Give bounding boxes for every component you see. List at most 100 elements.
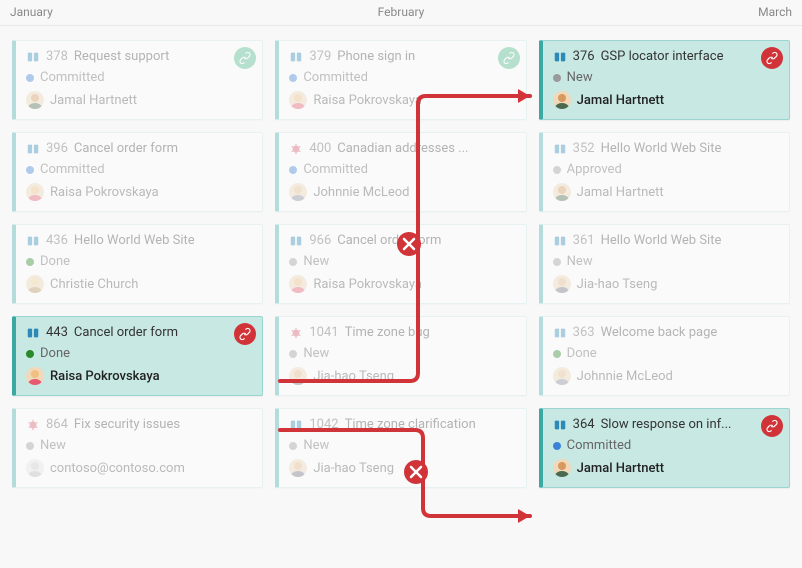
status-row: New [26, 438, 252, 453]
work-item-title: Hello World Web Site [601, 141, 722, 156]
status-dot-icon [553, 166, 561, 174]
month-february: February [267, 0, 534, 25]
work-item-id: 396 [46, 141, 68, 156]
status-row: New [289, 346, 515, 361]
work-item-id: 1041 [309, 325, 338, 340]
status-label: Committed [303, 70, 368, 85]
status-label: Done [40, 254, 70, 269]
assignee-name: Raisa Pokrovskaya [313, 277, 422, 292]
assignee-row: Jia-hao Tseng [289, 367, 515, 385]
assignee-name: Christie Church [50, 277, 138, 292]
work-item-type-icon [553, 234, 567, 248]
link-badge-icon[interactable] [761, 415, 783, 437]
work-item-card[interactable]: 378 Request support Committed Jamal Hart… [12, 40, 263, 120]
work-item-card[interactable]: 396 Cancel order form Committed Raisa Po… [12, 132, 263, 212]
status-row: Done [553, 346, 779, 361]
assignee-name: Jamal Hartnett [577, 93, 664, 108]
assignee-name: Jamal Hartnett [50, 93, 137, 108]
avatar [553, 367, 571, 385]
link-badge-icon[interactable] [234, 323, 256, 345]
assignee-name: Johnnie McLeod [313, 185, 409, 200]
status-label: Committed [303, 162, 368, 177]
work-item-card[interactable]: 400 Canadian addresses ... Committed Joh… [275, 132, 526, 212]
assignee-row: Johnnie McLeod [553, 367, 779, 385]
assignee-name: Jamal Hartnett [577, 185, 664, 200]
work-item-card[interactable]: 376 GSP locator interface New Jamal Hart… [539, 40, 790, 120]
assignee-row: Jamal Hartnett [553, 183, 779, 201]
work-item-title: Fix security issues [74, 417, 180, 432]
avatar [289, 91, 307, 109]
card-header: 396 Cancel order form [26, 141, 252, 156]
work-item-title: Time zone bug [345, 325, 430, 340]
card-header: 400 Canadian addresses ... [289, 141, 515, 156]
work-item-type-icon [26, 234, 40, 248]
assignee-name: contoso@contoso.com [50, 461, 185, 476]
link-badge-icon[interactable] [761, 47, 783, 69]
card-header: 1041 Time zone bug [289, 325, 515, 340]
work-item-type-icon [26, 50, 40, 64]
card-header: 966 Cancel order form [289, 233, 515, 248]
avatar [26, 275, 44, 293]
status-dot-icon [553, 258, 561, 266]
work-item-title: Hello World Web Site [74, 233, 195, 248]
status-label: New [303, 346, 329, 361]
status-row: Committed [26, 70, 252, 85]
card-header: 436 Hello World Web Site [26, 233, 252, 248]
assignee-row: Raisa Pokrovskaya [289, 91, 515, 109]
work-item-title: Request support [74, 49, 169, 64]
work-item-type-icon [289, 142, 303, 156]
work-item-id: 363 [573, 325, 595, 340]
work-item-card[interactable]: 1042 Time zone clarification New Jia-hao… [275, 408, 526, 488]
board-column: 378 Request support Committed Jamal Hart… [12, 40, 263, 488]
work-item-title: GSP locator interface [601, 49, 724, 64]
status-label: New [567, 254, 593, 269]
work-item-card[interactable]: 363 Welcome back page Done Johnnie McLeo… [539, 316, 790, 396]
status-label: Committed [40, 70, 105, 85]
work-item-card[interactable]: 1041 Time zone bug New Jia-hao Tseng [275, 316, 526, 396]
link-badge-icon[interactable] [234, 47, 256, 69]
assignee-row: Christie Church [26, 275, 252, 293]
work-item-card[interactable]: 966 Cancel order form New Raisa Pokrovsk… [275, 224, 526, 304]
status-dot-icon [289, 258, 297, 266]
status-dot-icon [289, 74, 297, 82]
assignee-name: Johnnie McLeod [577, 369, 673, 384]
status-dot-icon [289, 442, 297, 450]
assignee-row: Raisa Pokrovskaya [26, 183, 252, 201]
work-item-type-icon [289, 50, 303, 64]
avatar [553, 183, 571, 201]
month-january: January [0, 0, 267, 25]
work-item-card[interactable]: 361 Hello World Web Site New Jia-hao Tse… [539, 224, 790, 304]
work-item-type-icon [289, 326, 303, 340]
work-item-title: Slow response on inf... [601, 417, 732, 432]
work-item-card[interactable]: 379 Phone sign in Committed Raisa Pokrov… [275, 40, 526, 120]
link-badge-icon[interactable] [498, 47, 520, 69]
board: 378 Request support Committed Jamal Hart… [0, 26, 802, 502]
avatar [289, 459, 307, 477]
card-header: 864 Fix security issues [26, 417, 252, 432]
work-item-title: Hello World Web Site [601, 233, 722, 248]
assignee-name: Jia-hao Tseng [313, 461, 394, 476]
status-dot-icon [553, 442, 561, 450]
work-item-type-icon [553, 142, 567, 156]
assignee-name: Jia-hao Tseng [313, 369, 394, 384]
card-header: 378 Request support [26, 49, 252, 64]
work-item-card[interactable]: 864 Fix security issues New contoso@cont… [12, 408, 263, 488]
work-item-card[interactable]: 443 Cancel order form Done Raisa Pokrovs… [12, 316, 263, 396]
status-row: New [289, 254, 515, 269]
status-label: New [40, 438, 66, 453]
card-header: 376 GSP locator interface [553, 49, 779, 64]
status-dot-icon [289, 350, 297, 358]
status-dot-icon [553, 350, 561, 358]
assignee-row: Jia-hao Tseng [553, 275, 779, 293]
work-item-card[interactable]: 436 Hello World Web Site Done Christie C… [12, 224, 263, 304]
assignee-name: Jia-hao Tseng [577, 277, 658, 292]
work-item-card[interactable]: 352 Hello World Web Site Approved Jamal … [539, 132, 790, 212]
status-label: Committed [567, 438, 632, 453]
work-item-id: 400 [309, 141, 331, 156]
card-header: 352 Hello World Web Site [553, 141, 779, 156]
work-item-id: 379 [309, 49, 331, 64]
status-row: Done [26, 346, 252, 361]
status-dot-icon [26, 166, 34, 174]
assignee-row: Raisa Pokrovskaya [26, 367, 252, 385]
work-item-card[interactable]: 364 Slow response on inf... Committed Ja… [539, 408, 790, 488]
